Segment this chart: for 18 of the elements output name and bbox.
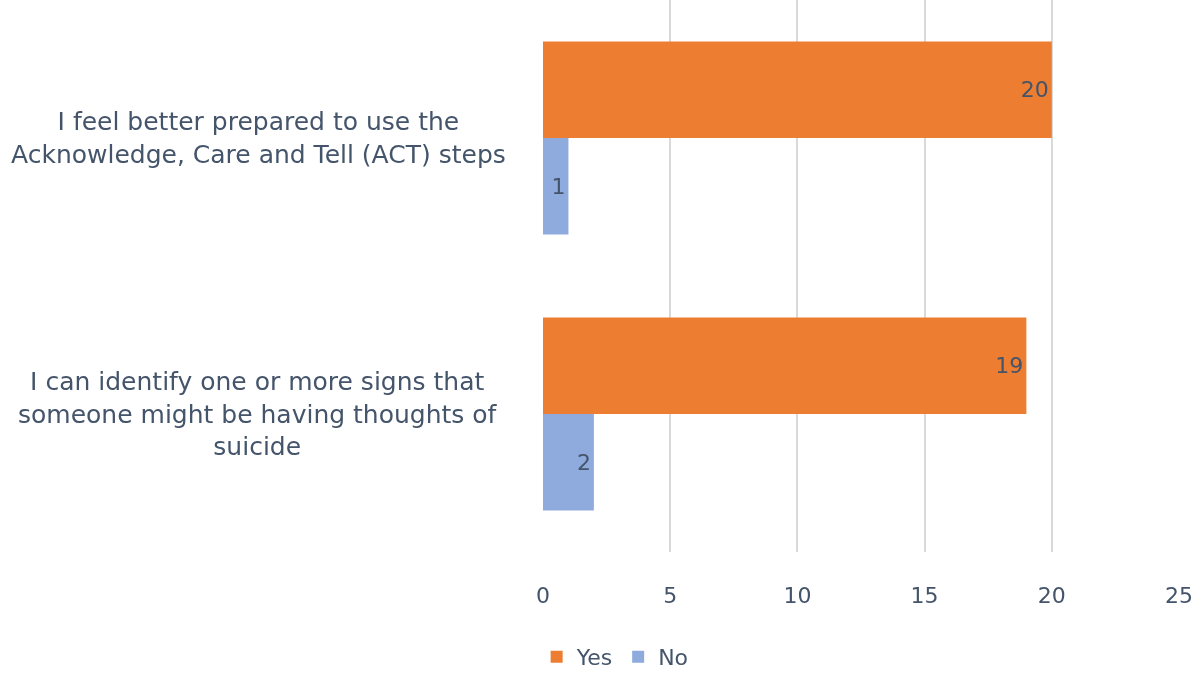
legend-label: Yes: [575, 645, 613, 671]
data-label: 20: [1020, 77, 1049, 103]
x-tick-label: 15: [910, 583, 939, 608]
x-tick-label: 20: [1037, 583, 1066, 608]
bar: [543, 41, 1052, 138]
bar: [543, 317, 1027, 414]
data-label: 1: [551, 173, 566, 199]
data-label: 19: [995, 353, 1024, 379]
y-tick-label: I can identify one or more signs that someone might be having thoughts of suicide: [18, 367, 498, 461]
bar: [543, 414, 594, 511]
x-tick-label: 5: [663, 583, 678, 608]
legend-label: No: [658, 645, 689, 671]
bar: [543, 138, 569, 235]
data-label: 2: [576, 449, 591, 475]
y-tick-label: I feel better prepared to use the Acknowledge, Care and Tell (ACT) steps: [11, 107, 506, 169]
x-tick-label: 0: [536, 583, 550, 608]
x-tick-label: 25: [1165, 583, 1193, 608]
x-tick-label: 10: [783, 583, 812, 608]
